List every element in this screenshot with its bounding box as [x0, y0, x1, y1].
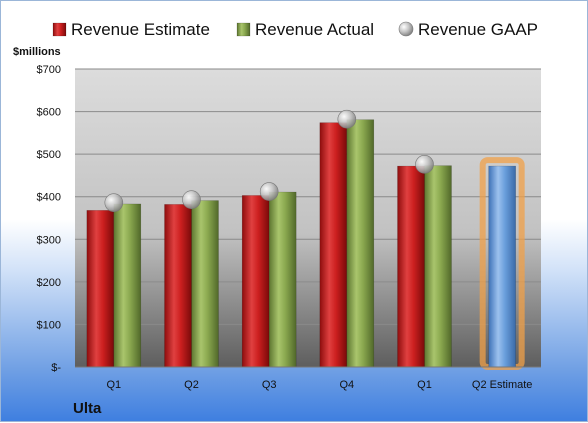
marker-revenue-gaap — [104, 193, 124, 212]
y-tick-label: $500 — [37, 149, 61, 161]
y-tick-label: $- — [51, 362, 61, 374]
x-tick-label: Q1 — [417, 379, 432, 391]
y-tick-label: $100 — [37, 319, 61, 331]
x-tick-label: Q4 — [339, 379, 354, 391]
y-tick-label: $200 — [37, 277, 61, 289]
x-tick-label: Q2 — [184, 379, 199, 391]
marker-revenue-gaap — [337, 109, 357, 129]
y-tick-label: $600 — [37, 107, 61, 119]
y-tick-label: $300 — [37, 234, 61, 246]
x-tick-label: Q1 — [106, 379, 121, 391]
bar-revenue-estimate — [164, 204, 192, 368]
y-tick-label: $400 — [37, 192, 61, 204]
legend-item: Revenue GAAP — [398, 20, 538, 39]
bar-revenue-actual — [191, 200, 219, 368]
legend-item: Revenue Estimate — [52, 20, 210, 39]
bar-q2-estimate — [488, 165, 516, 368]
legend-label: Revenue GAAP — [418, 20, 538, 39]
bar-revenue-estimate — [397, 165, 425, 368]
bar-revenue-actual — [268, 191, 297, 368]
bar-revenue-actual — [424, 165, 452, 368]
legend-label: Revenue Actual — [255, 20, 374, 39]
marker-revenue-gaap — [182, 190, 201, 209]
bar-revenue-actual — [113, 203, 142, 368]
bar-revenue-estimate — [319, 122, 348, 368]
legend-item: Revenue Actual — [236, 20, 374, 39]
y-tick-label: $700 — [37, 64, 61, 76]
series-layer — [86, 109, 525, 370]
legend-swatch — [236, 22, 251, 37]
axis-layer: $- $100 $200 $300 $400 $500 $600 $700 Q1 Q2 Q3 Q4 Q1… — [37, 64, 541, 391]
legend-label: Revenue Estimate — [71, 20, 210, 39]
legend-swatch — [398, 21, 414, 37]
plot-area — [75, 68, 541, 368]
x-tick-label: Q3 — [262, 379, 277, 391]
marker-revenue-gaap — [259, 182, 279, 201]
company-label: Ulta — [73, 400, 102, 417]
bar-revenue-estimate — [241, 195, 270, 368]
bar-revenue-actual — [346, 119, 375, 368]
legend-swatch — [52, 22, 67, 37]
unit-label: $millions — [13, 46, 61, 58]
marker-revenue-gaap — [415, 155, 434, 174]
bar-revenue-estimate — [86, 210, 115, 368]
legend: Revenue Estimate Revenue Actual Revenue GA… — [52, 20, 538, 39]
x-tick-label: Q2 Estimate — [472, 379, 533, 391]
plot-background — [75, 69, 541, 367]
